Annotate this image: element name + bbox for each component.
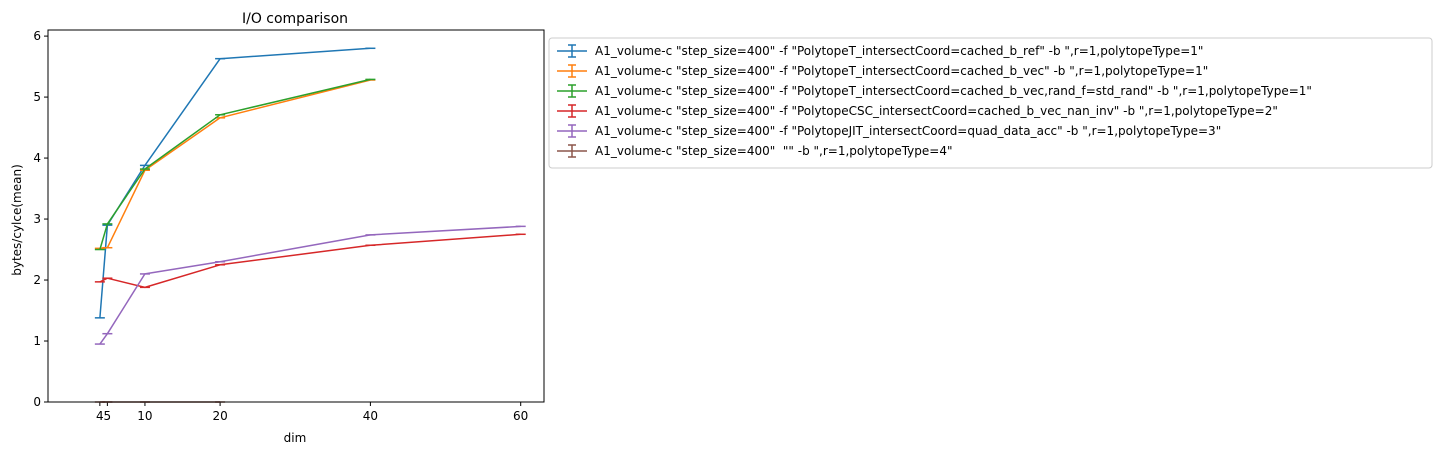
legend-label: A1_volume-c "step_size=400" "" -b ",r=1,… xyxy=(595,144,953,158)
series-2 xyxy=(94,79,376,250)
legend-item: A1_volume-c "step_size=400" -f "Polytope… xyxy=(557,104,1278,118)
x-tick-label: 5 xyxy=(104,409,112,423)
legend-label: A1_volume-c "step_size=400" -f "Polytope… xyxy=(595,64,1208,78)
series-4 xyxy=(94,233,526,289)
series-5 xyxy=(94,225,526,345)
series-line xyxy=(99,79,371,250)
y-tick-label: 5 xyxy=(33,90,41,104)
y-axis-title: bytes/cylce(mean) xyxy=(10,164,24,276)
y-tick-label: 1 xyxy=(33,334,41,348)
y-tick-label: 6 xyxy=(33,29,41,43)
x-tick-label: 60 xyxy=(513,409,528,423)
legend: A1_volume-c "step_size=400" -f "Polytope… xyxy=(548,37,1433,169)
x-tick-label: 10 xyxy=(137,409,152,423)
legend-item: A1_volume-c "step_size=400" -f "Polytope… xyxy=(557,44,1203,58)
series-3 xyxy=(94,78,376,251)
legend-item: A1_volume-c "step_size=400" "" -b ",r=1,… xyxy=(557,144,953,158)
plot-frame xyxy=(47,29,545,403)
chart-title: I/O comparison xyxy=(242,11,348,27)
y-tick-label: 2 xyxy=(33,273,41,287)
series-line xyxy=(99,78,371,250)
legend-label: A1_volume-c "step_size=400" -f "Polytope… xyxy=(595,84,1312,98)
x-tick-label: 4 xyxy=(96,409,104,423)
x-tick-label: 20 xyxy=(212,409,227,423)
legend-frame xyxy=(548,37,1433,169)
legend-label: A1_volume-c "step_size=400" -f "Polytope… xyxy=(595,44,1203,58)
legend-item: A1_volume-c "step_size=400" -f "Polytope… xyxy=(557,64,1208,78)
series-line xyxy=(99,225,521,345)
legend-label: A1_volume-c "step_size=400" -f "Polytope… xyxy=(595,104,1278,118)
y-tick-label: 3 xyxy=(33,212,41,226)
y-tick-label: 4 xyxy=(33,151,41,165)
y-tick-label: 0 xyxy=(33,395,41,409)
legend-item: A1_volume-c "step_size=400" -f "Polytope… xyxy=(557,84,1312,98)
series-line xyxy=(99,233,521,289)
legend-label: A1_volume-c "step_size=400" -f "Polytope… xyxy=(595,124,1221,138)
x-axis-title: dim xyxy=(284,431,307,445)
x-tick-label: 40 xyxy=(363,409,378,423)
legend-item: A1_volume-c "step_size=400" -f "Polytope… xyxy=(557,124,1221,138)
